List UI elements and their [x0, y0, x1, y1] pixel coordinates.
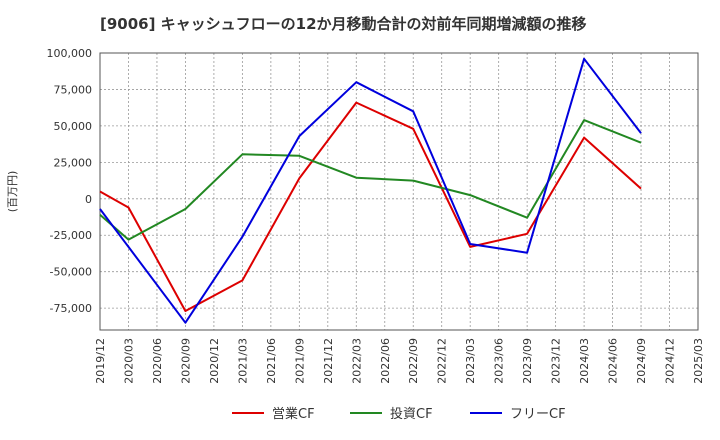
x-tick-label: 2023/12 [550, 338, 563, 384]
x-tick-label: 2025/03 [692, 338, 705, 384]
y-tick-label: 75,000 [54, 83, 93, 96]
x-tick-label: 2023/06 [493, 338, 506, 384]
x-tick-label: 2023/03 [464, 338, 477, 384]
x-tick-label: 2021/03 [236, 338, 249, 384]
y-tick-label: -75,000 [50, 302, 92, 315]
y-tick-label: 100,000 [47, 47, 93, 60]
legend-label-1: 営業CF [272, 406, 315, 422]
x-tick-label: 2024/06 [607, 338, 620, 384]
y-tick-label: 25,000 [54, 156, 93, 169]
legend-label-3: フリーCF [510, 407, 566, 422]
x-tick-label: 2020/03 [122, 338, 135, 384]
x-tick-label: 2020/12 [208, 338, 221, 384]
x-tick-label: 2019/12 [94, 338, 107, 384]
plot-area [100, 53, 698, 330]
x-tick-label: 2022/09 [407, 338, 420, 384]
x-tick-label: 2022/06 [379, 338, 392, 384]
y-tick-label: 0 [85, 193, 92, 206]
x-tick-label: 2022/12 [436, 338, 449, 384]
x-tick-label: 2024/03 [578, 338, 591, 384]
chart-title: [9006] キャッシュフローの12か月移動合計の対前年同期増減額の推移 [100, 15, 587, 33]
series-line-1 [99, 101, 642, 312]
x-tick-label: 2021/12 [322, 338, 335, 384]
x-tick-label: 2024/09 [635, 338, 648, 384]
x-tick-label: 2023/09 [521, 338, 534, 384]
legend-label-2: 投資CF [390, 406, 433, 422]
y-tick-label: -25,000 [50, 229, 92, 242]
x-tick-label: 2020/09 [179, 338, 192, 384]
x-tick-label: 2020/06 [151, 338, 164, 384]
y-tick-label: 50,000 [54, 120, 93, 133]
y-tick-label: -50,000 [50, 266, 92, 279]
y-axis-label: (百万円) [6, 171, 19, 213]
series-line-3 [99, 57, 642, 324]
x-tick-label: 2021/06 [265, 338, 278, 384]
x-tick-label: 2024/12 [664, 338, 677, 384]
x-tick-label: 2021/09 [293, 338, 306, 384]
x-tick-label: 2022/03 [350, 338, 363, 384]
